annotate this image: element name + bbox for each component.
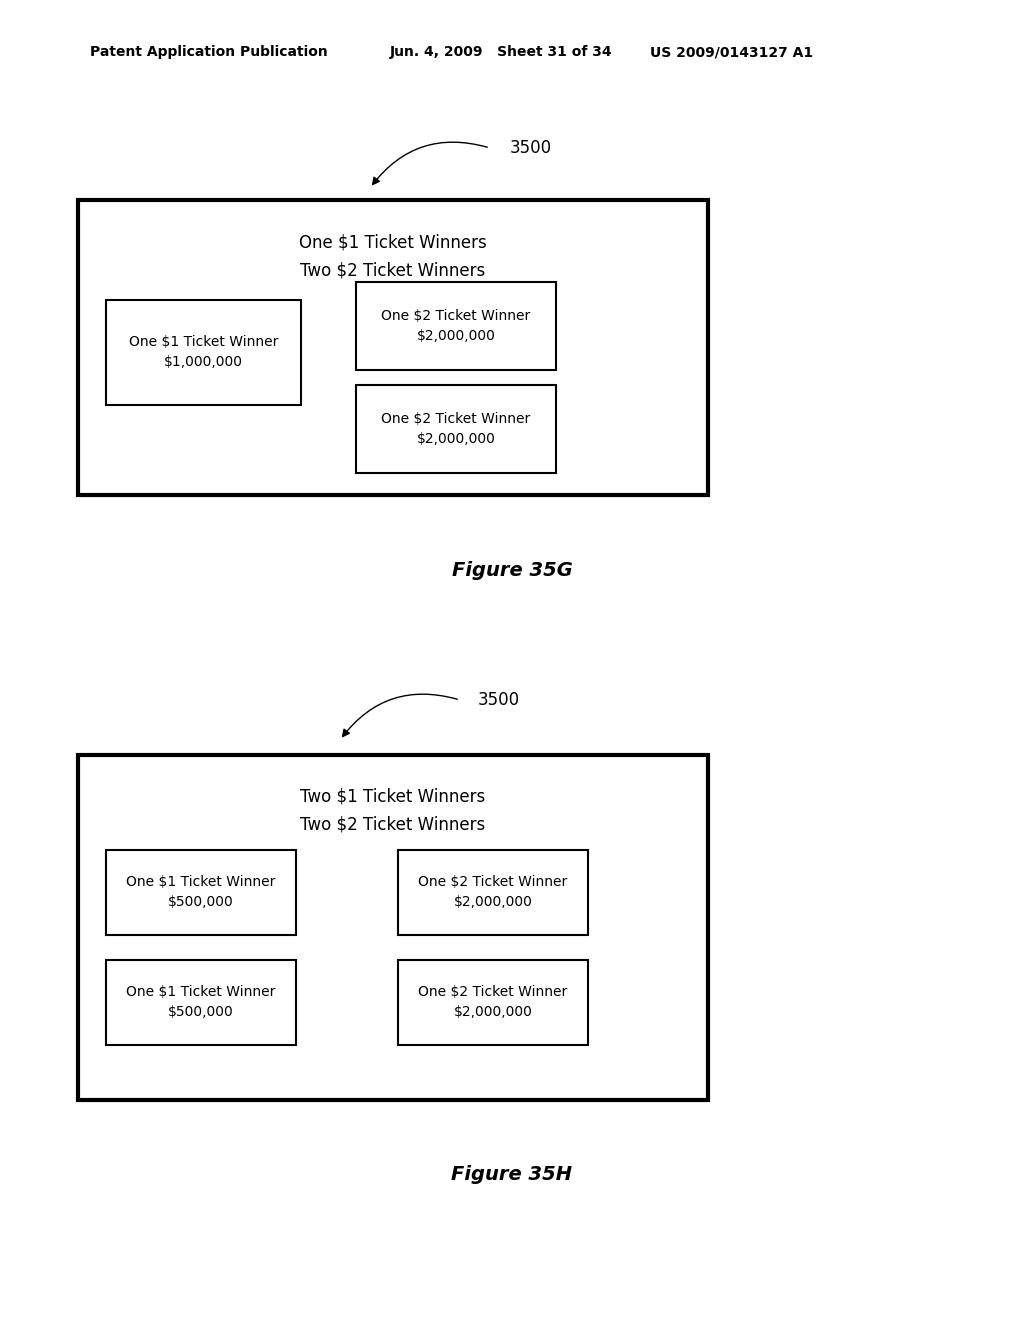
Text: One $2 Ticket Winner: One $2 Ticket Winner xyxy=(419,986,567,999)
Text: Patent Application Publication: Patent Application Publication xyxy=(90,45,328,59)
Text: US 2009/0143127 A1: US 2009/0143127 A1 xyxy=(650,45,813,59)
Text: Two $2 Ticket Winners: Two $2 Ticket Winners xyxy=(300,816,485,834)
Bar xyxy=(78,755,708,1100)
Text: One $1 Ticket Winner: One $1 Ticket Winner xyxy=(126,875,275,890)
Bar xyxy=(356,282,556,370)
Text: $2,000,000: $2,000,000 xyxy=(417,432,496,446)
Text: 3500: 3500 xyxy=(510,139,552,157)
Text: One $1 Ticket Winner: One $1 Ticket Winner xyxy=(126,986,275,999)
Text: $2,000,000: $2,000,000 xyxy=(417,329,496,343)
Text: $1,000,000: $1,000,000 xyxy=(164,355,243,370)
Text: Two $2 Ticket Winners: Two $2 Ticket Winners xyxy=(300,261,485,279)
Bar xyxy=(356,385,556,473)
Text: Figure 35G: Figure 35G xyxy=(452,561,572,579)
Text: Two $1 Ticket Winners: Two $1 Ticket Winners xyxy=(300,788,485,807)
Text: One $2 Ticket Winner: One $2 Ticket Winner xyxy=(419,875,567,890)
Bar xyxy=(398,960,588,1045)
Text: One $2 Ticket Winner: One $2 Ticket Winner xyxy=(381,412,530,426)
Text: $500,000: $500,000 xyxy=(168,895,233,909)
Text: Figure 35H: Figure 35H xyxy=(452,1166,572,1184)
Text: Jun. 4, 2009   Sheet 31 of 34: Jun. 4, 2009 Sheet 31 of 34 xyxy=(390,45,612,59)
Text: $2,000,000: $2,000,000 xyxy=(454,895,532,909)
Text: $2,000,000: $2,000,000 xyxy=(454,1006,532,1019)
Bar xyxy=(106,960,296,1045)
Bar xyxy=(106,300,301,405)
Bar xyxy=(398,850,588,935)
Text: One $1 Ticket Winner: One $1 Ticket Winner xyxy=(129,335,279,350)
Text: 3500: 3500 xyxy=(478,690,520,709)
Bar xyxy=(106,850,296,935)
Text: One $2 Ticket Winner: One $2 Ticket Winner xyxy=(381,309,530,323)
Text: One $1 Ticket Winners: One $1 Ticket Winners xyxy=(299,234,486,251)
Text: $500,000: $500,000 xyxy=(168,1006,233,1019)
Bar xyxy=(78,201,708,495)
